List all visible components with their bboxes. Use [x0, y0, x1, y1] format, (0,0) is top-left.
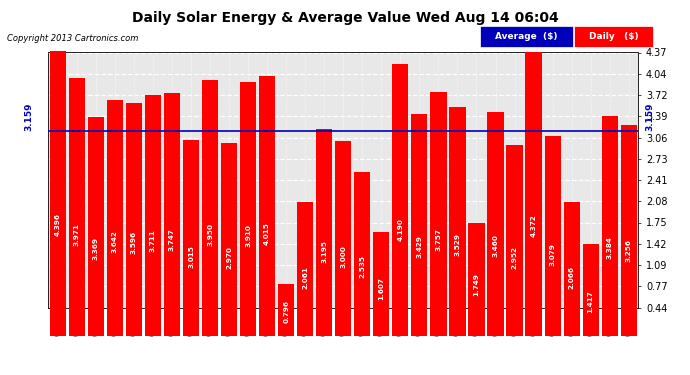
Text: 3.000: 3.000 — [340, 245, 346, 268]
Bar — [620, 125, 637, 336]
Bar — [164, 93, 180, 336]
Bar — [526, 53, 542, 336]
Bar — [373, 232, 389, 336]
Bar — [183, 140, 199, 336]
Text: 3.596: 3.596 — [131, 231, 137, 254]
Bar — [506, 144, 522, 336]
Bar — [564, 202, 580, 336]
Text: 3.910: 3.910 — [245, 224, 251, 247]
Text: 2.061: 2.061 — [302, 266, 308, 289]
Text: 3.159: 3.159 — [25, 103, 34, 131]
Bar — [393, 64, 408, 336]
Bar — [259, 75, 275, 336]
Text: 4.372: 4.372 — [531, 214, 537, 237]
Text: Daily Solar Energy & Average Value Wed Aug 14 06:04: Daily Solar Energy & Average Value Wed A… — [132, 11, 558, 25]
Text: 2.952: 2.952 — [511, 246, 518, 269]
Text: 3.079: 3.079 — [550, 243, 555, 266]
Bar — [107, 100, 123, 336]
Bar — [431, 92, 446, 336]
Bar — [221, 143, 237, 336]
Text: 3.429: 3.429 — [416, 235, 422, 258]
Text: 4.015: 4.015 — [264, 222, 270, 245]
Text: 3.159: 3.159 — [646, 103, 655, 131]
Text: 3.529: 3.529 — [455, 233, 460, 256]
Bar — [354, 172, 371, 336]
Bar — [469, 223, 484, 336]
Bar — [202, 80, 218, 336]
Text: Copyright 2013 Cartronics.com: Copyright 2013 Cartronics.com — [7, 34, 138, 43]
Bar — [544, 136, 561, 336]
Bar — [145, 95, 161, 336]
Text: 2.066: 2.066 — [569, 266, 575, 289]
Bar — [602, 117, 618, 336]
Text: 3.950: 3.950 — [207, 224, 213, 246]
Bar — [88, 117, 104, 336]
Text: 3.195: 3.195 — [322, 240, 327, 264]
Text: 1.607: 1.607 — [378, 277, 384, 300]
Text: 3.757: 3.757 — [435, 228, 442, 251]
Text: Average  ($): Average ($) — [495, 32, 558, 41]
Text: 4.396: 4.396 — [55, 213, 61, 236]
Text: 3.642: 3.642 — [112, 231, 118, 254]
Bar — [278, 284, 294, 336]
Bar — [69, 78, 85, 336]
Bar — [411, 114, 428, 336]
Bar — [316, 129, 333, 336]
Bar — [50, 51, 66, 336]
Text: 1.749: 1.749 — [473, 273, 480, 296]
Text: 3.369: 3.369 — [93, 237, 99, 260]
Bar — [582, 244, 599, 336]
Bar — [297, 202, 313, 336]
Bar — [449, 107, 466, 336]
Text: 3.384: 3.384 — [607, 236, 613, 259]
Text: 3.711: 3.711 — [150, 229, 156, 252]
Text: 3.015: 3.015 — [188, 245, 194, 268]
Bar — [335, 141, 351, 336]
Text: 3.747: 3.747 — [169, 228, 175, 251]
Text: 2.535: 2.535 — [359, 255, 365, 279]
Text: Daily   ($): Daily ($) — [589, 32, 638, 41]
Text: 0.796: 0.796 — [283, 300, 289, 323]
Text: 1.417: 1.417 — [588, 290, 593, 313]
Bar — [126, 103, 142, 336]
Bar — [487, 111, 504, 336]
Text: 3.256: 3.256 — [626, 239, 632, 262]
Text: 3.971: 3.971 — [74, 223, 80, 246]
Text: 2.970: 2.970 — [226, 246, 232, 268]
Text: 3.460: 3.460 — [493, 235, 498, 258]
Bar — [240, 82, 256, 336]
Text: 4.190: 4.190 — [397, 218, 404, 241]
